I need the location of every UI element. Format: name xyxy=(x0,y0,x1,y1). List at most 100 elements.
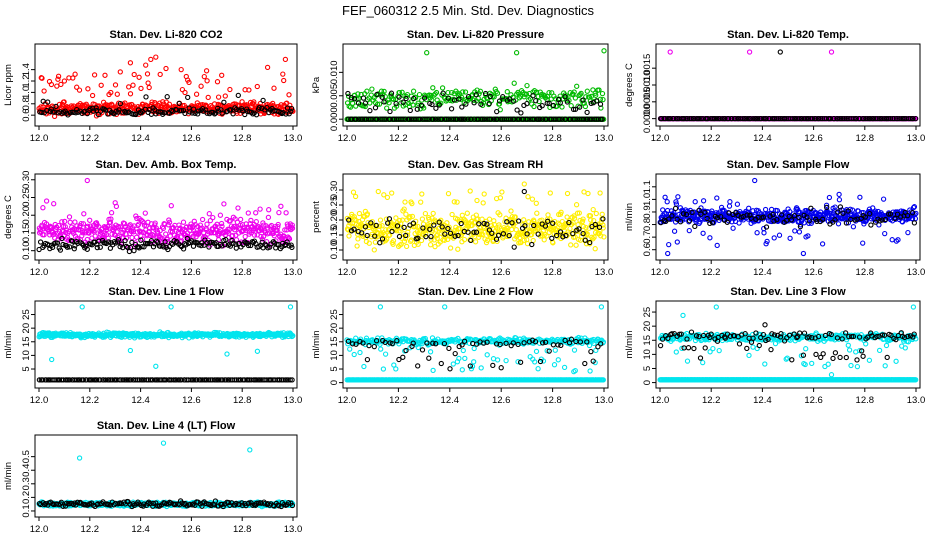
data-point xyxy=(129,234,135,241)
data-point xyxy=(135,104,141,110)
data-point xyxy=(524,240,531,247)
data-point xyxy=(574,83,580,89)
data-point xyxy=(777,49,783,55)
data-point xyxy=(403,211,409,217)
data-point xyxy=(460,89,466,95)
data-point xyxy=(53,103,59,110)
data-point xyxy=(40,205,46,211)
data-point xyxy=(290,108,296,114)
x-tick-label: 12.0 xyxy=(338,395,357,406)
data-point xyxy=(665,250,671,257)
data-point xyxy=(219,72,225,78)
data-point xyxy=(371,247,377,253)
data-point xyxy=(87,217,93,223)
data-point xyxy=(882,230,888,237)
data-point xyxy=(369,86,375,92)
data-point xyxy=(51,113,58,120)
y-tick-label: 0.8 xyxy=(21,97,32,110)
data-point xyxy=(217,212,224,218)
data-point xyxy=(536,98,542,105)
y-tick-label: 10 xyxy=(329,350,340,361)
data-point xyxy=(358,91,364,98)
x-tick-label: 13.0 xyxy=(907,133,926,144)
data-point xyxy=(559,104,565,110)
x-tick-label: 12.8 xyxy=(543,267,562,278)
data-point xyxy=(403,243,410,250)
data-point xyxy=(182,110,188,117)
data-point xyxy=(288,105,295,112)
data-point xyxy=(479,216,485,222)
data-point xyxy=(564,190,571,197)
data-point xyxy=(168,304,174,310)
y-axis-label: ml/min xyxy=(311,331,322,359)
x-tick-label: 12.2 xyxy=(81,133,100,144)
panel-ambbox: Stan. Dev. Amb. Box Temp.12.0 12.2 12.4 12.… xyxy=(3,159,302,278)
data-point xyxy=(354,243,360,249)
data-point xyxy=(836,191,842,198)
data-point xyxy=(253,210,259,216)
data-point xyxy=(585,190,591,197)
data-point xyxy=(352,193,359,200)
data-point xyxy=(584,109,590,116)
data-point xyxy=(911,220,918,226)
y-tick-label: 0.8 xyxy=(642,218,653,231)
data-point xyxy=(472,239,479,245)
data-point xyxy=(90,105,96,111)
data-point xyxy=(350,189,357,195)
x-tick-label: 12.4 xyxy=(441,133,460,144)
x-tick-label: 13.0 xyxy=(284,267,303,278)
data-point xyxy=(39,75,45,81)
data-point xyxy=(418,199,424,205)
data-point xyxy=(754,230,760,236)
series-0 xyxy=(657,49,919,122)
data-point xyxy=(355,100,362,106)
panel-title: Stan. Dev. Amb. Box Temp. xyxy=(96,159,237,171)
series-1 xyxy=(36,377,295,383)
data-point xyxy=(235,92,241,99)
data-point xyxy=(474,197,480,204)
data-point xyxy=(477,88,484,94)
data-point xyxy=(362,103,368,110)
data-point xyxy=(242,233,248,240)
data-point xyxy=(583,94,589,100)
data-point xyxy=(347,104,354,110)
data-point xyxy=(414,106,420,112)
data-point xyxy=(266,207,272,213)
data-point xyxy=(44,107,50,114)
data-point xyxy=(868,222,874,228)
data-point xyxy=(239,107,245,114)
x-tick-label: 12.8 xyxy=(233,267,252,278)
data-point xyxy=(276,209,282,216)
data-point xyxy=(692,223,698,230)
data-point xyxy=(271,85,277,91)
data-point xyxy=(84,177,90,184)
data-point xyxy=(43,198,50,204)
data-point xyxy=(178,107,185,114)
y-tick-label: 0.000 xyxy=(329,107,340,131)
data-point xyxy=(726,203,733,209)
data-point xyxy=(700,230,706,236)
data-point xyxy=(439,85,446,91)
data-point xyxy=(219,110,225,116)
data-point xyxy=(504,89,510,95)
data-point xyxy=(499,189,505,195)
data-point xyxy=(201,73,207,80)
x-tick-label: 12.8 xyxy=(856,267,875,278)
data-point xyxy=(836,197,843,203)
data-point xyxy=(662,194,668,200)
data-point xyxy=(126,84,132,90)
data-point xyxy=(253,112,260,118)
data-point xyxy=(198,83,204,89)
data-point xyxy=(857,194,863,200)
data-point xyxy=(448,106,455,112)
data-point xyxy=(167,233,173,239)
data-point xyxy=(79,304,85,310)
data-point xyxy=(89,92,96,99)
data-point xyxy=(51,201,57,207)
data-point xyxy=(37,239,44,245)
y-tick-label: 0 xyxy=(329,380,340,385)
data-point xyxy=(714,242,720,249)
